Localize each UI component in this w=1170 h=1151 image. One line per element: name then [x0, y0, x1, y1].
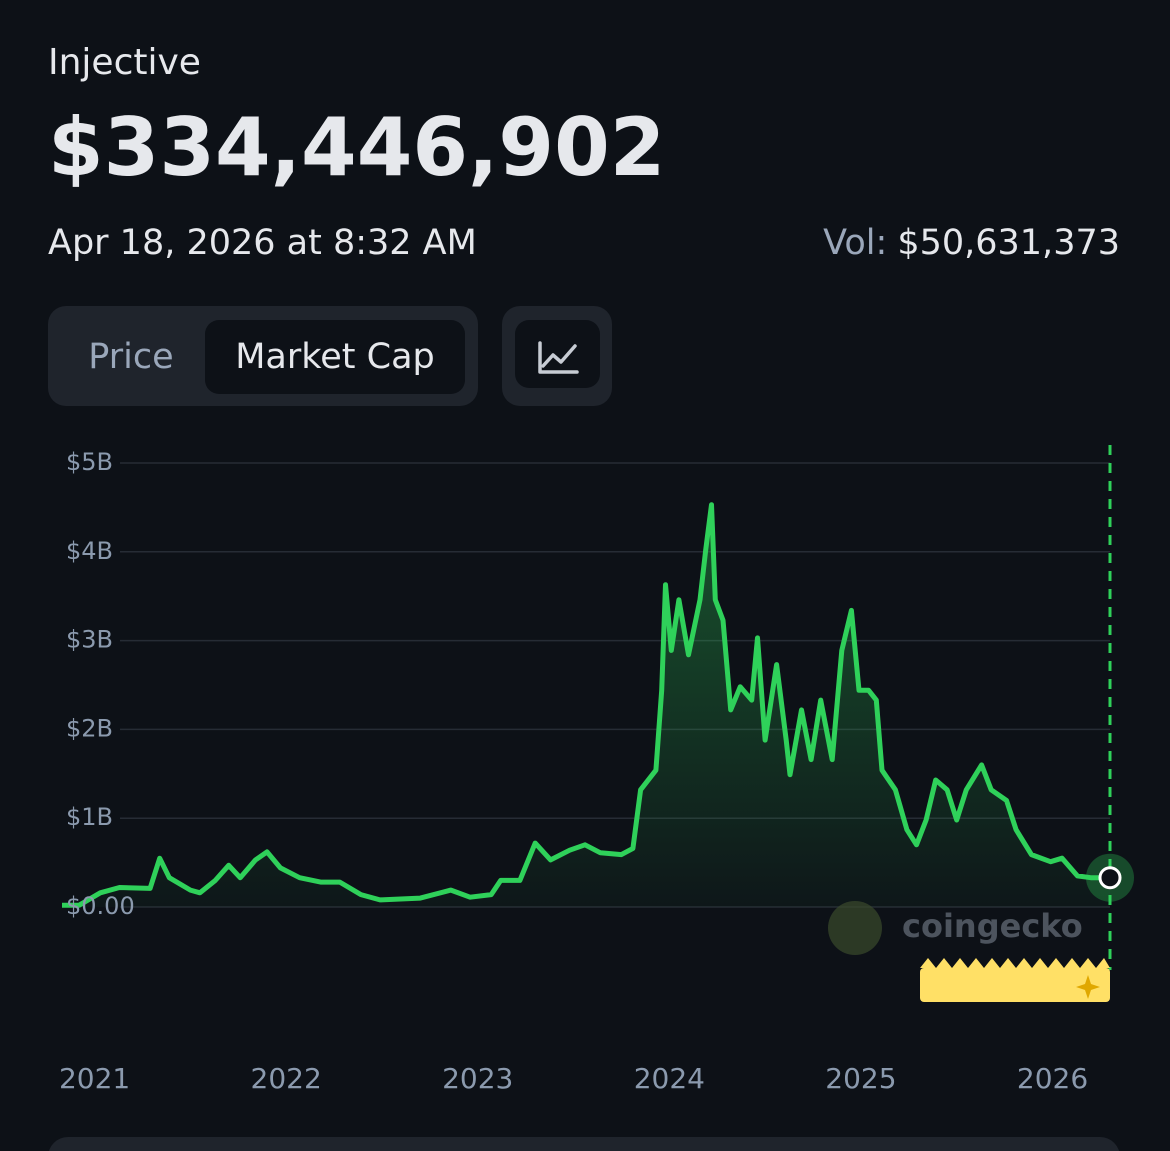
timestamp: Apr 18, 2026 at 8:32 AM — [48, 223, 477, 263]
current-marker — [1098, 866, 1122, 890]
badge-sparkle — [1076, 975, 1100, 999]
x-tick-label: 2026 — [1017, 1062, 1088, 1095]
coin-name: Injective — [48, 42, 201, 83]
y-tick-label: $4B — [66, 537, 113, 565]
badge-crown — [920, 958, 1110, 968]
x-tick-label: 2022 — [251, 1062, 322, 1095]
volume: Vol: $50,631,373 — [823, 223, 1120, 263]
price-tab[interactable]: Price — [88, 337, 173, 377]
volume-label: Vol: — [823, 223, 887, 263]
x-tick-label: 2023 — [442, 1062, 513, 1095]
chart-type-inner — [515, 320, 600, 388]
y-tick-label: $3B — [66, 626, 113, 654]
watermark-logo — [828, 901, 882, 955]
next-card — [48, 1137, 1120, 1151]
y-tick-label: $5B — [66, 448, 113, 476]
market-cap-tab-label: Market Cap — [235, 337, 435, 377]
market-cap-value: $334,446,902 — [48, 101, 665, 194]
y-tick-label: $2B — [66, 714, 113, 742]
y-tick-label: $1B — [66, 803, 113, 831]
x-tick-label: 2021 — [59, 1062, 130, 1095]
x-tick-label: 2025 — [825, 1062, 896, 1095]
badge — [920, 968, 1110, 1002]
chart-icon — [538, 341, 579, 374]
watermark: coingecko — [902, 907, 1083, 945]
volume-value: $50,631,373 — [897, 223, 1120, 263]
line — [62, 502, 1110, 908]
market-cap-tab[interactable] — [205, 320, 465, 394]
y-tick-label: $0.00 — [66, 892, 135, 920]
area — [62, 504, 1110, 907]
x-tick-label: 2024 — [634, 1062, 705, 1095]
